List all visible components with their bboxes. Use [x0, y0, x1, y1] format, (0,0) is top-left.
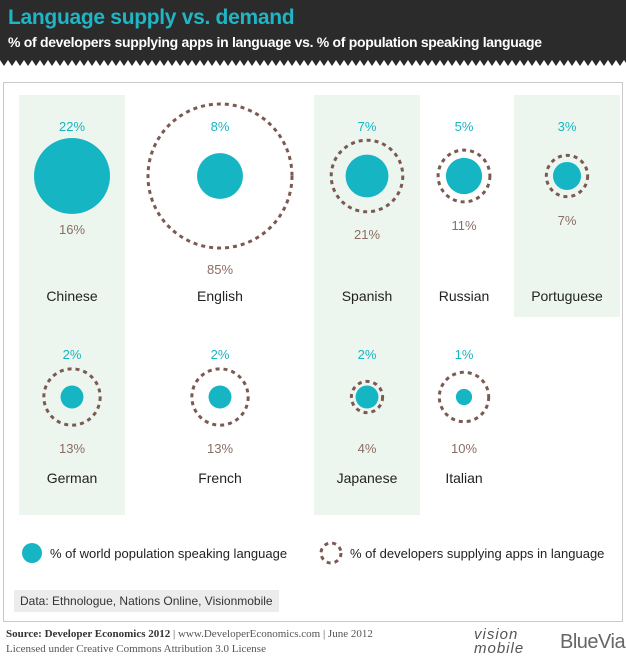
developers-circle-german — [42, 367, 102, 427]
chart-title: Language supply vs. demand — [8, 6, 295, 29]
language-name-russian: Russian — [439, 288, 490, 304]
legend: % of world population speaking language%… — [22, 541, 604, 565]
bubble-chart: 22% 16% Chinese 8% 85% English 7% 21% Spanish 5% 1… — [19, 95, 620, 565]
language-group-english: 8% 85% English — [146, 102, 294, 304]
language-group-russian: 5% 11% Russian — [436, 119, 492, 304]
language-name-french: French — [198, 470, 242, 486]
developers-label-spanish: 21% — [354, 227, 380, 242]
language-group-japanese: 2% 4% Japanese — [337, 347, 398, 486]
developers-circle-english — [146, 102, 294, 250]
population-label-spanish: 7% — [358, 119, 377, 134]
population-label-chinese: 22% — [59, 119, 85, 134]
developers-label-english: 85% — [207, 262, 233, 277]
population-label-german: 2% — [63, 347, 82, 362]
language-group-portuguese: 3% 7% Portuguese — [531, 119, 603, 304]
population-circle-russian — [445, 157, 483, 195]
developers-label-italian: 10% — [451, 441, 477, 456]
language-name-japanese: Japanese — [337, 470, 398, 486]
header-bar: Language supply vs. demand % of develope… — [0, 0, 626, 60]
data-source-note: Data: Ethnologue, Nations Online, Vision… — [14, 590, 279, 612]
population-label-portuguese: 3% — [558, 119, 577, 134]
chart-subtitle: % of developers supplying apps in langua… — [8, 34, 542, 50]
language-group-german: 2% 13% German — [42, 347, 102, 486]
developers-label-german: 13% — [59, 441, 85, 456]
developers-label-french: 13% — [207, 441, 233, 456]
population-circle-french — [208, 385, 232, 409]
population-label-russian: 5% — [455, 119, 474, 134]
footer-source: Source: Developer Economics 2012 | www.D… — [6, 628, 373, 640]
language-group-spanish: 7% 21% Spanish — [329, 119, 405, 304]
developers-label-portuguese: 7% — [558, 213, 577, 228]
population-circle-spanish — [345, 154, 389, 198]
language-group-italian: 1% 10% Italian — [437, 347, 491, 486]
population-circle-italian — [455, 388, 473, 406]
developers-label-japanese: 4% — [358, 441, 377, 456]
language-name-chinese: Chinese — [46, 288, 98, 304]
legend-dashed-swatch — [319, 541, 343, 565]
population-circle-japanese — [355, 385, 379, 409]
legend-solid-swatch — [22, 543, 42, 563]
developers-label-chinese: 16% — [59, 222, 85, 237]
developers-circle-japanese — [349, 379, 385, 415]
language-name-portuguese: Portuguese — [531, 288, 603, 304]
language-group-chinese: 22% 16% Chinese — [34, 119, 110, 304]
population-label-english: 8% — [211, 119, 230, 134]
language-name-italian: Italian — [445, 470, 482, 486]
legend-solid-label: % of world population speaking language — [50, 546, 287, 561]
population-label-italian: 1% — [455, 347, 474, 362]
language-name-english: English — [197, 288, 243, 304]
visionmobile-logo: vision mobile — [474, 626, 525, 657]
footer-source-rest: | www.DeveloperEconomics.com | June 2012 — [170, 628, 373, 640]
population-label-japanese: 2% — [358, 347, 377, 362]
header-zigzag-edge — [0, 60, 626, 66]
column-band — [514, 95, 620, 317]
footer-license: Licensed under Creative Commons Attribut… — [6, 643, 266, 655]
developers-circle-portuguese — [544, 153, 590, 199]
developers-label-russian: 11% — [451, 218, 476, 233]
population-circle-chinese — [34, 138, 110, 214]
chart-panel: 22% 16% Chinese 8% 85% English 7% 21% Spanish 5% 1… — [3, 82, 623, 622]
language-name-german: German — [47, 470, 98, 486]
developers-circle-french — [190, 367, 250, 427]
population-circle-german — [60, 385, 84, 409]
legend-dashed-label: % of developers supplying apps in langua… — [350, 546, 604, 561]
population-circle-portuguese — [552, 161, 582, 191]
population-circle-english — [197, 153, 243, 199]
language-group-french: 2% 13% French — [190, 347, 250, 486]
developers-circle-russian — [436, 148, 492, 204]
footer-source-bold: Source: Developer Economics 2012 — [6, 628, 171, 640]
developers-circle-italian — [437, 370, 491, 424]
bluevia-logo: BlueVia — [560, 631, 626, 653]
language-name-spanish: Spanish — [342, 288, 393, 304]
developers-circle-spanish — [329, 138, 405, 214]
population-label-french: 2% — [211, 347, 230, 362]
